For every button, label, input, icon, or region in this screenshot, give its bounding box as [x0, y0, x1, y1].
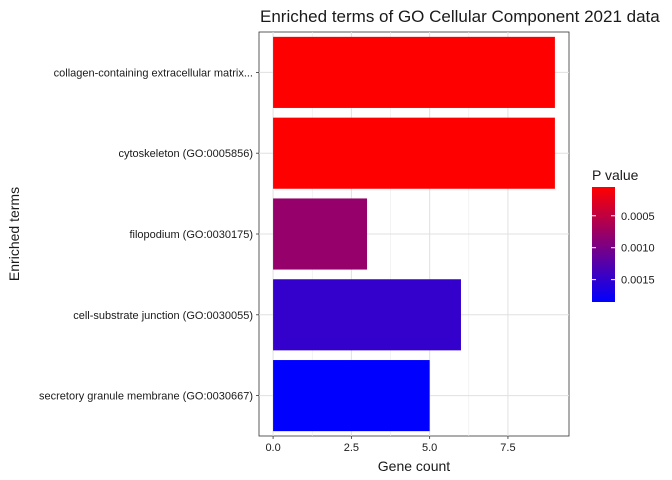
bar	[273, 279, 461, 351]
x-tick-label: 0.0	[265, 442, 280, 454]
legend-colorbar	[592, 187, 615, 302]
chart-title: Enriched terms of GO Cellular Component …	[260, 7, 660, 26]
y-tick-label: collagen-containing extracellular matrix…	[54, 67, 253, 79]
x-tick-label: 5.0	[422, 442, 437, 454]
y-tick-label: secretory granule membrane (GO:0030667)	[39, 391, 253, 403]
bar	[273, 198, 368, 270]
y-tick-labels: collagen-containing extracellular matrix…	[39, 67, 259, 403]
bar	[273, 117, 555, 189]
bars	[273, 36, 555, 432]
bar	[273, 36, 555, 108]
y-tick-label: filopodium (GO:0030175)	[129, 229, 253, 241]
y-tick-label: cytoskeleton (GO:0005856)	[118, 148, 253, 160]
x-tick-label: 2.5	[344, 442, 359, 454]
legend-title: P value	[592, 167, 639, 183]
legend: P value 0.0005 0.0010 0.0015	[592, 167, 655, 302]
legend-tick-label: 0.0010	[621, 243, 655, 255]
y-axis-label: Enriched terms	[6, 187, 22, 281]
x-axis-label: Gene count	[378, 458, 450, 474]
x-tick-label: 7.5	[500, 442, 515, 454]
legend-tick-label: 0.0005	[621, 211, 655, 223]
x-tick-labels: 0.0 2.5 5.0 7.5	[265, 436, 516, 454]
bar	[273, 360, 430, 432]
legend-ticks: 0.0005 0.0010 0.0015	[592, 211, 655, 287]
legend-tick-label: 0.0015	[621, 275, 655, 287]
y-tick-label: cell-substrate junction (GO:0030055)	[73, 310, 253, 322]
